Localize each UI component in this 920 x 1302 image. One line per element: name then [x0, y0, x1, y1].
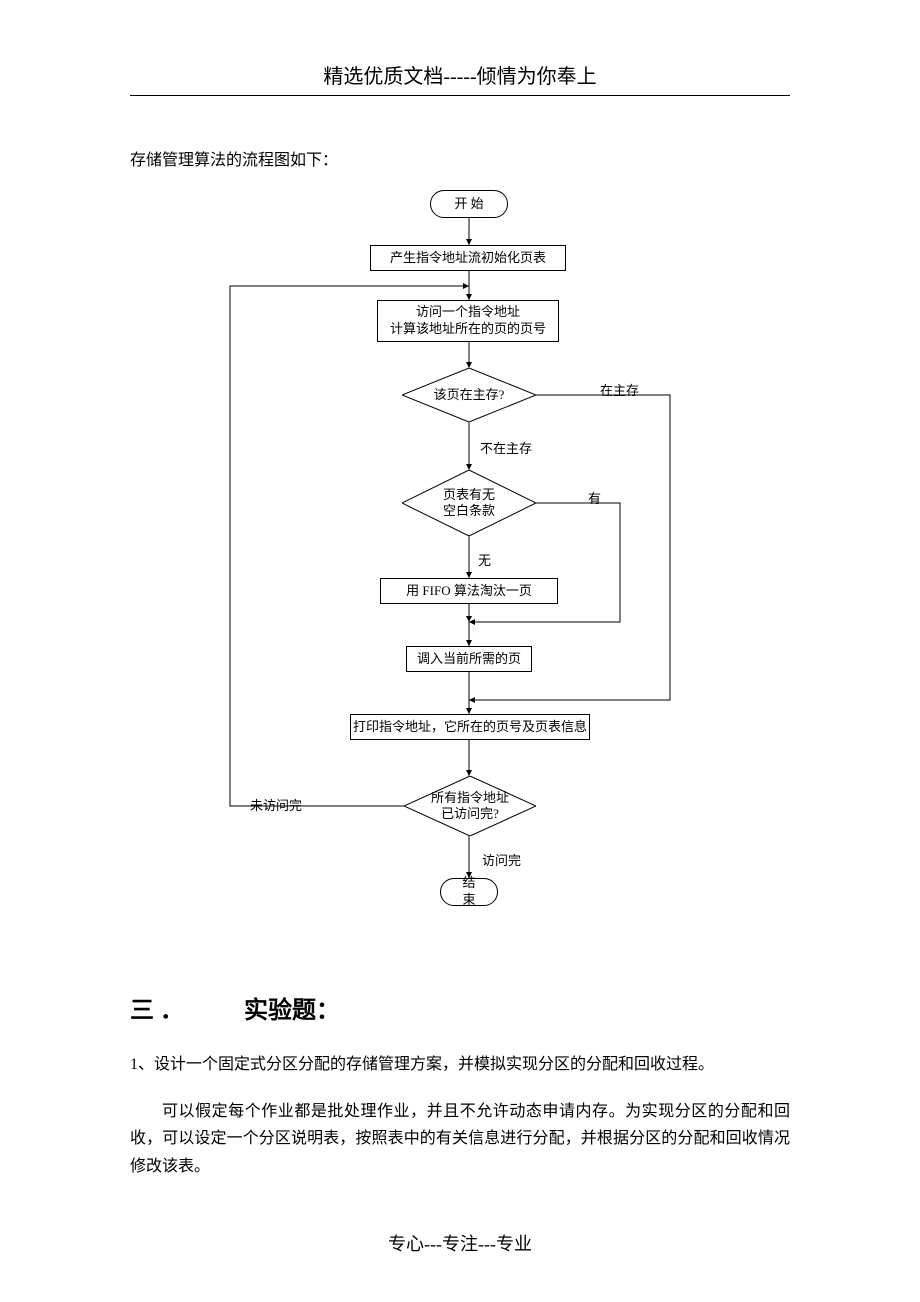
- flow-inmem-decision: 该页在主存?: [402, 368, 536, 422]
- flow-blank-decision: 页表有无空白条款: [402, 470, 536, 536]
- flow-inmem-label: 该页在主存?: [402, 368, 536, 422]
- flow-done-label: 所有指令地址已访问完?: [404, 776, 536, 836]
- edge-label-inmem-yes: 在主存: [600, 380, 639, 399]
- edge-label-done-yes: 访问完: [482, 850, 521, 869]
- section-heading: 三 ． 实验题：: [130, 990, 790, 1025]
- document-page: 精选优质文档-----倾情为你奉上 存储管理算法的流程图如下：: [0, 0, 920, 1296]
- flow-start: 开 始: [430, 190, 508, 218]
- question-1: 1、设计一个固定式分区分配的存储管理方案，并模拟实现分区的分配和回收过程。: [130, 1051, 790, 1078]
- flow-done-decision: 所有指令地址已访问完?: [404, 776, 536, 836]
- question-1-para2: 可以假定每个作业都是批处理作业，并且不允许动态申请内存。为实现分区的分配和回收，…: [130, 1098, 790, 1180]
- flow-print: 打印指令地址，它所在的页号及页表信息: [350, 714, 590, 740]
- flow-init: 产生指令地址流初始化页表: [370, 245, 566, 271]
- flowchart: 开 始 产生指令地址流初始化页表 访问一个指令地址计算该地址所在的页的页号 该页…: [130, 190, 790, 950]
- section-title: 实验题：: [244, 998, 340, 1024]
- flow-blank-label: 页表有无空白条款: [402, 470, 536, 536]
- q1-text: 设计一个固定式分区分配的存储管理方案，并模拟实现分区的分配和回收过程。: [154, 1056, 714, 1073]
- page-footer: 专心---专注---专业: [130, 1230, 790, 1256]
- edge-label-blank-no: 无: [478, 550, 491, 569]
- edge-label-inmem-no: 不在主存: [480, 438, 532, 457]
- intro-text: 存储管理算法的流程图如下：: [130, 146, 790, 170]
- section-number: 三: [130, 998, 154, 1024]
- flow-loadpg: 调入当前所需的页: [406, 646, 532, 672]
- edge-label-done-no: 未访问完: [250, 795, 302, 814]
- edge-label-blank-yes: 有: [588, 488, 601, 507]
- page-header: 精选优质文档-----倾情为你奉上: [130, 60, 790, 96]
- section-dot: ．: [160, 998, 184, 1024]
- flow-visit: 访问一个指令地址计算该地址所在的页的页号: [377, 300, 559, 342]
- flow-end: 结束: [440, 878, 498, 906]
- q1-prefix: 1、: [130, 1056, 154, 1073]
- flow-fifo: 用 FIFO 算法淘汰一页: [380, 578, 558, 604]
